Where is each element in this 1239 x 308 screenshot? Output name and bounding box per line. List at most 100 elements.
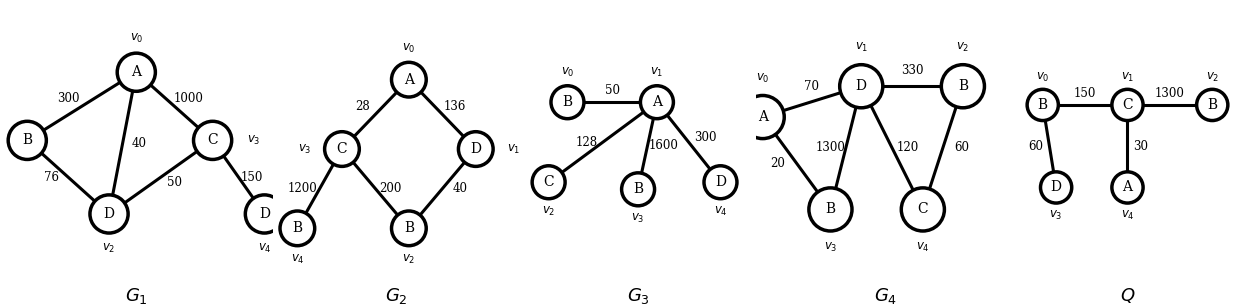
Text: $v_{3}$: $v_{3}$: [824, 241, 838, 254]
Circle shape: [942, 65, 985, 108]
Text: C: C: [207, 133, 218, 147]
Circle shape: [325, 132, 359, 166]
Text: $\mathit{G}_{3}$: $\mathit{G}_{3}$: [627, 286, 649, 306]
Circle shape: [458, 132, 493, 166]
Text: 1300: 1300: [815, 141, 845, 154]
Text: D: D: [259, 207, 270, 221]
Text: 120: 120: [896, 141, 918, 154]
Text: $v_{1}$: $v_{1}$: [855, 41, 869, 54]
Text: $v_{3}$: $v_{3}$: [247, 134, 260, 147]
Text: B: B: [633, 182, 643, 196]
Text: 30: 30: [1134, 140, 1149, 153]
Text: $v_{4}$: $v_{4}$: [714, 205, 727, 218]
Text: 150: 150: [240, 171, 264, 184]
Text: B: B: [1207, 98, 1217, 112]
Text: 1300: 1300: [1155, 87, 1184, 100]
Circle shape: [9, 121, 46, 160]
Circle shape: [280, 211, 315, 246]
Text: A: A: [1123, 180, 1132, 194]
Circle shape: [641, 86, 674, 119]
Text: 76: 76: [45, 171, 59, 184]
Text: 1600: 1600: [649, 139, 679, 152]
Text: $v_{2}$: $v_{2}$: [541, 205, 555, 218]
Circle shape: [840, 65, 883, 108]
Text: $\mathit{G}_{4}$: $\mathit{G}_{4}$: [875, 286, 897, 306]
Text: $v_{0}$: $v_{0}$: [403, 42, 415, 55]
Text: $v_{2}$: $v_{2}$: [957, 41, 970, 54]
Text: 300: 300: [57, 91, 79, 105]
Text: 40: 40: [452, 182, 467, 195]
Text: $v_{3}$: $v_{3}$: [297, 143, 311, 156]
Text: 20: 20: [771, 157, 786, 170]
Text: $v_{3}$: $v_{3}$: [632, 212, 644, 225]
Text: B: B: [825, 202, 835, 217]
Text: 1000: 1000: [173, 91, 203, 105]
Circle shape: [741, 95, 784, 139]
Text: $v_{0}$: $v_{0}$: [561, 66, 574, 79]
Text: 300: 300: [694, 131, 716, 144]
Text: A: A: [131, 65, 141, 79]
Circle shape: [392, 62, 426, 97]
Text: $v_{0}$: $v_{0}$: [130, 32, 142, 45]
Text: 128: 128: [575, 136, 597, 149]
Circle shape: [1027, 89, 1058, 120]
Text: 136: 136: [444, 100, 466, 113]
Text: C: C: [1123, 98, 1132, 112]
Text: $\mathit{G}_{1}$: $\mathit{G}_{1}$: [125, 286, 147, 306]
Text: $v_{4}$: $v_{4}$: [1120, 209, 1135, 222]
Text: 40: 40: [131, 136, 146, 150]
Circle shape: [1111, 89, 1144, 120]
Text: C: C: [918, 202, 928, 217]
Text: D: D: [856, 79, 867, 93]
Text: 28: 28: [356, 100, 370, 113]
Text: B: B: [1038, 98, 1048, 112]
Text: D: D: [471, 142, 481, 156]
Text: 150: 150: [1074, 87, 1097, 100]
Text: B: B: [563, 95, 572, 109]
Text: D: D: [104, 207, 114, 221]
Circle shape: [392, 211, 426, 246]
Text: A: A: [652, 95, 662, 109]
Text: $\mathit{Q}$: $\mathit{Q}$: [1120, 286, 1135, 305]
Text: C: C: [544, 175, 554, 189]
Circle shape: [901, 188, 944, 231]
Text: 50: 50: [167, 176, 182, 189]
Text: 50: 50: [605, 84, 620, 97]
Text: $v_{2}$: $v_{2}$: [1206, 71, 1219, 83]
Text: $v_{0}$: $v_{0}$: [1036, 71, 1049, 83]
Text: $v_{4}$: $v_{4}$: [916, 241, 929, 254]
Circle shape: [90, 195, 128, 233]
Text: 60: 60: [954, 141, 969, 154]
Text: 330: 330: [901, 64, 923, 77]
Circle shape: [245, 195, 284, 233]
Text: $\mathit{G}_{2}$: $\mathit{G}_{2}$: [385, 286, 408, 306]
Text: B: B: [22, 133, 32, 147]
Text: $v_{0}$: $v_{0}$: [756, 72, 769, 85]
Text: $v_{2}$: $v_{2}$: [403, 253, 415, 266]
Text: D: D: [1051, 180, 1062, 194]
Circle shape: [622, 173, 654, 206]
Text: $v_{1}$: $v_{1}$: [1121, 71, 1134, 83]
Text: $v_{3}$: $v_{3}$: [1049, 209, 1063, 222]
Text: A: A: [404, 73, 414, 87]
Circle shape: [1041, 172, 1072, 203]
Text: $v_{1}$: $v_{1}$: [507, 143, 520, 156]
Text: C: C: [337, 142, 347, 156]
Circle shape: [704, 166, 737, 199]
Text: 200: 200: [379, 182, 401, 195]
Text: 1200: 1200: [287, 182, 317, 195]
Text: B: B: [958, 79, 968, 93]
Circle shape: [551, 86, 584, 119]
Text: $v_{1}$: $v_{1}$: [650, 66, 664, 79]
Text: $v_{4}$: $v_{4}$: [290, 253, 305, 266]
Circle shape: [809, 188, 852, 231]
Circle shape: [1197, 89, 1228, 120]
Circle shape: [118, 53, 155, 91]
Circle shape: [193, 121, 232, 160]
Text: 60: 60: [1028, 140, 1043, 153]
Circle shape: [532, 166, 565, 199]
Circle shape: [1111, 172, 1144, 203]
Text: 70: 70: [804, 80, 819, 93]
Text: A: A: [758, 110, 768, 124]
Text: B: B: [292, 221, 302, 235]
